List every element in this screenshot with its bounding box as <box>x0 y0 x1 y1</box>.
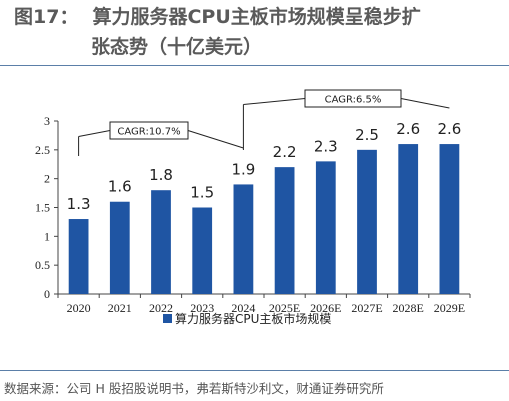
x-tick-label-2029E: 2029E <box>434 301 465 315</box>
x-tick-label-2027E: 2027E <box>351 301 382 315</box>
y-tick-label-0: 0 <box>44 287 50 301</box>
figure-title-line2: 张态势（十亿美元） <box>91 36 263 58</box>
x-tick-label-2028E: 2028E <box>393 301 424 315</box>
y-tick-label-2: 1 <box>44 229 50 243</box>
x-tick-label-2026E: 2026E <box>310 301 341 315</box>
cagr-label-0: CAGR:10.7% <box>117 127 180 138</box>
x-tick-label-2023: 2023 <box>190 301 214 315</box>
bar-2021 <box>109 201 130 294</box>
cagr-connector <box>78 130 111 137</box>
cagr-connector <box>243 98 306 105</box>
cagr-box <box>304 89 402 108</box>
data-label-2025E: 2.2 <box>273 143 297 161</box>
y-tick-label-5: 2.5 <box>35 143 50 157</box>
figure-title: 图17： 算力服务器CPU主板市场规模呈稳步扩 张态势（十亿美元） <box>14 2 504 62</box>
bar-2025E <box>274 167 295 294</box>
cagr-connector <box>187 130 244 149</box>
cagr-label-1: CAGR:6.5% <box>325 95 382 106</box>
cagr-connector <box>400 98 450 109</box>
y-tick-label-1: 0.5 <box>35 258 50 272</box>
data-label-2028E: 2.6 <box>396 120 420 138</box>
data-label-2029E: 2.6 <box>437 120 461 138</box>
data-label-2023: 1.5 <box>190 184 214 202</box>
bar-2023 <box>192 207 213 294</box>
data-label-2020: 1.3 <box>67 195 91 213</box>
cagr-box <box>109 121 189 140</box>
x-tick-label-2020: 2020 <box>67 301 91 315</box>
data-label-2022: 1.8 <box>149 166 173 184</box>
x-tick-label-2025E: 2025E <box>269 301 300 315</box>
legend-label: 算力服务器CPU主板市场规模 <box>175 311 331 326</box>
x-tick-label-2021: 2021 <box>108 301 132 315</box>
x-tick-label-2022: 2022 <box>149 301 173 315</box>
y-tick-label-3: 1.5 <box>35 201 50 215</box>
data-label-2027E: 2.5 <box>355 126 379 144</box>
bar-chart: 0 0.5 1 1.5 2 2.5 3 2020 1.3 2021 1.6 2022 1.8 2023 1.… <box>35 89 471 326</box>
bar-2020 <box>68 219 89 294</box>
source-note: 数据来源：公司 H 股招股说明书，弗若斯特沙利文，财通证券研究所 <box>4 381 384 396</box>
y-tick-label-4: 2 <box>44 172 50 186</box>
data-label-2026E: 2.3 <box>314 137 338 155</box>
bar-2022 <box>151 190 171 294</box>
bottom-divider <box>0 370 509 371</box>
bar-2029E <box>439 144 460 294</box>
bar-2026E <box>315 161 336 294</box>
bar-2028E <box>398 144 419 294</box>
x-tick-label-2024: 2024 <box>231 301 255 315</box>
bar-2027E <box>357 149 377 294</box>
legend-swatch <box>163 314 172 323</box>
y-tick-label-6: 3 <box>44 114 50 128</box>
bar-2024 <box>233 184 254 294</box>
figure-title-line1: 算力服务器CPU主板市场规模呈稳步扩 <box>92 6 421 28</box>
figure-number: 图17： <box>14 6 79 28</box>
data-label-2021: 1.6 <box>108 178 132 196</box>
data-label-2024: 1.9 <box>231 160 255 178</box>
top-divider <box>0 65 509 66</box>
